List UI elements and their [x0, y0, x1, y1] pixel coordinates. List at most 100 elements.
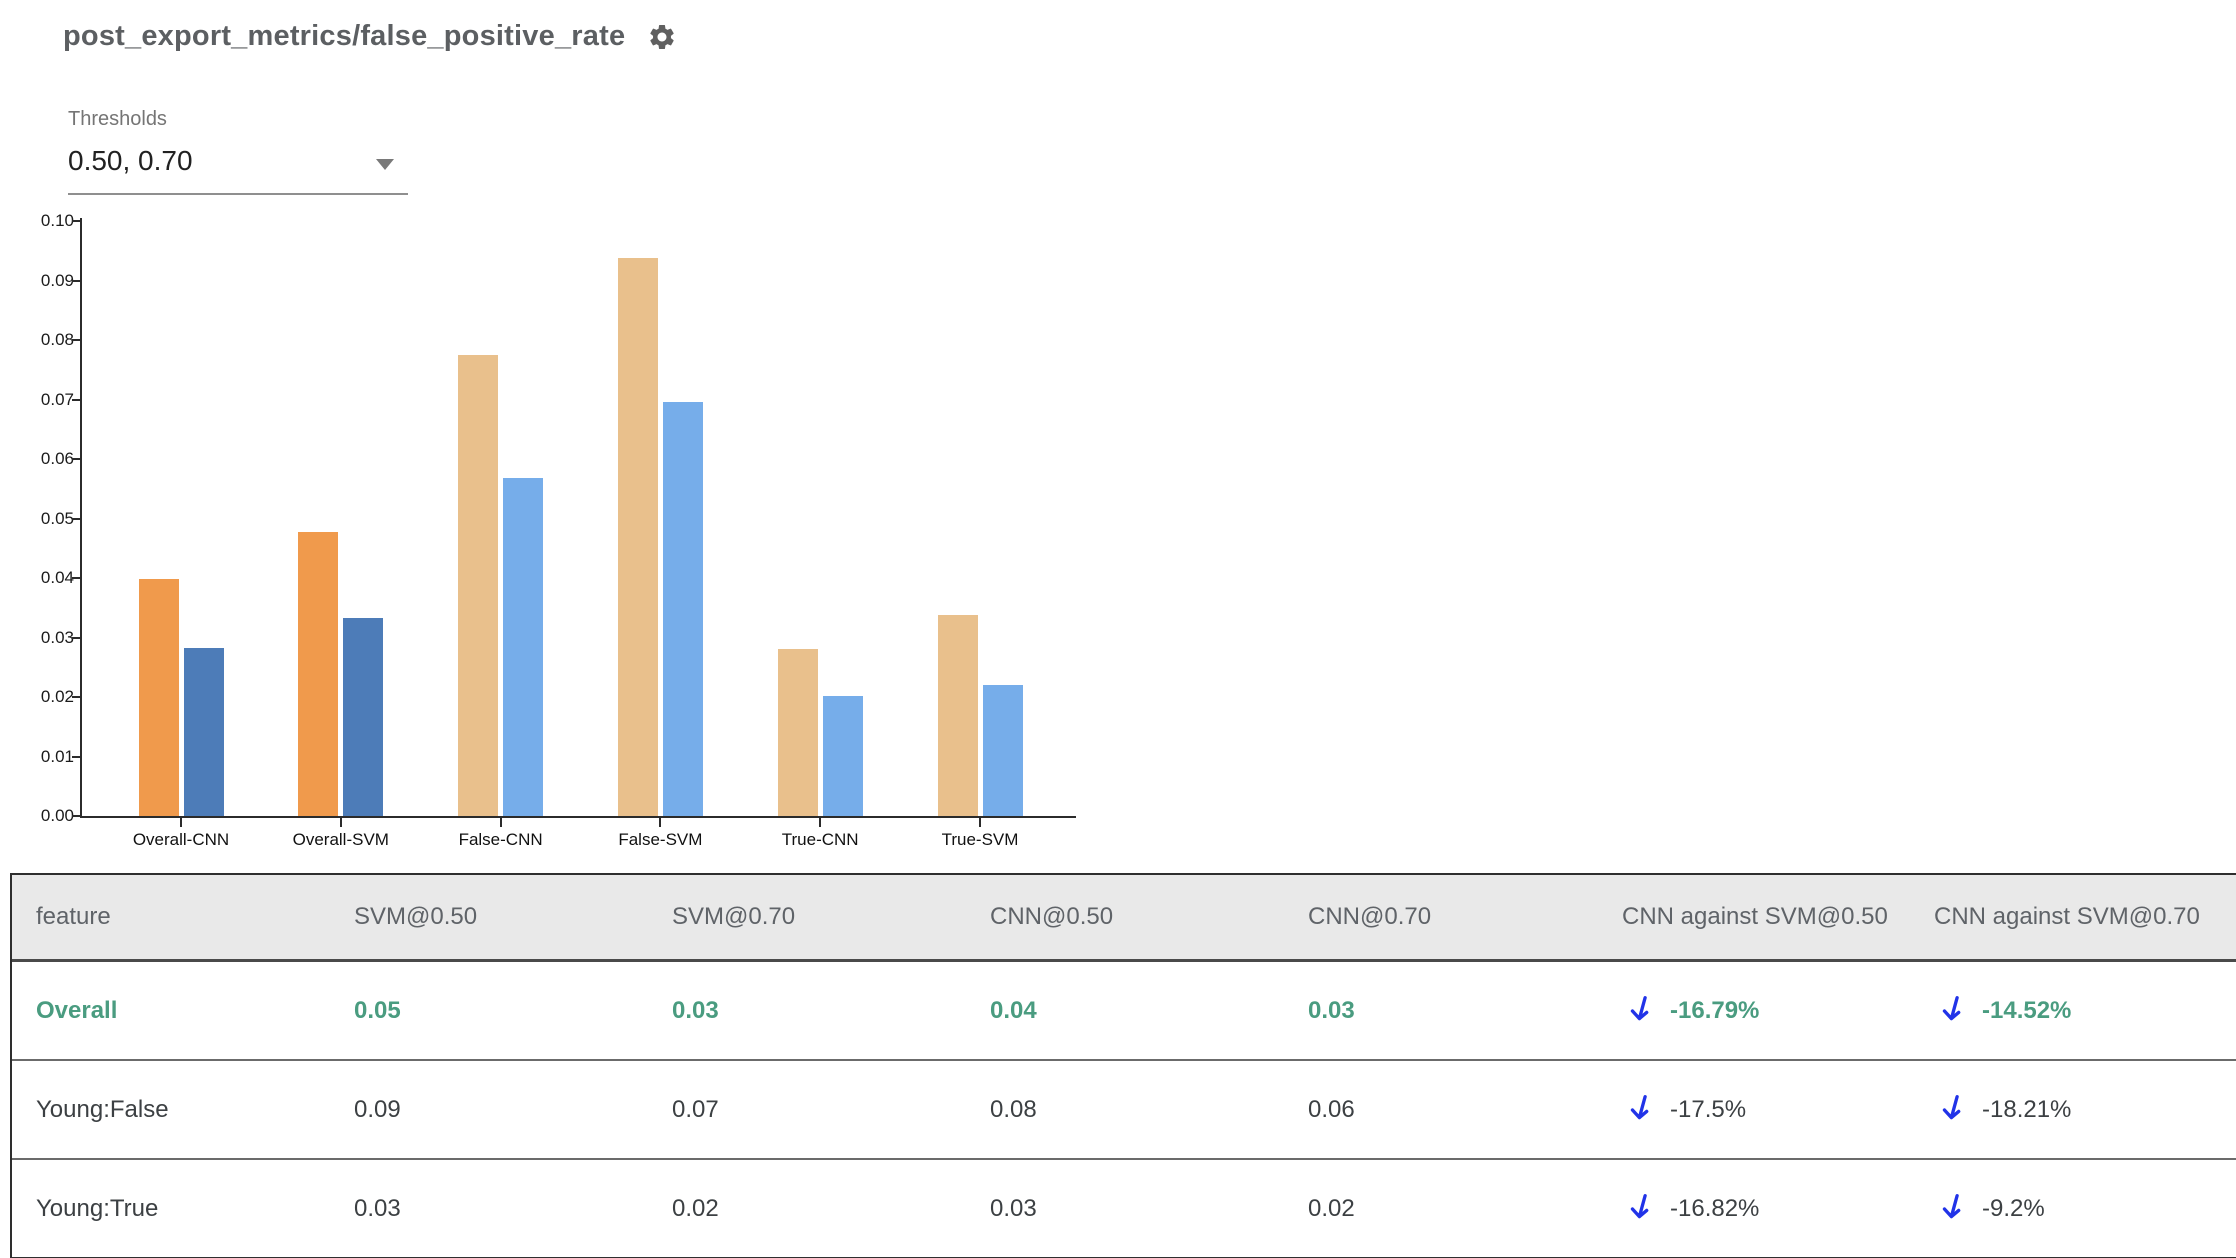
- y-axis-tick-mark: [72, 636, 80, 639]
- comparison-cell: -9.2%: [1934, 1190, 2045, 1228]
- arrow-down-icon: [1630, 1094, 1649, 1119]
- y-axis-tick-mark: [72, 458, 80, 460]
- bar-False-SVM-threshold0.50[interactable]: [617, 257, 658, 816]
- bar-False-CNN-threshold0.70[interactable]: [503, 478, 544, 816]
- metric-value: 0.03: [354, 1195, 401, 1222]
- y-axis-tick-mark: [72, 755, 80, 758]
- metric-value: 0.03: [990, 1195, 1037, 1222]
- y-axis-tick-mark: [72, 577, 80, 579]
- metric-value: 0.02: [672, 1195, 719, 1222]
- y-axis-tick-mark: [72, 220, 80, 222]
- arrow-down-icon: [1630, 1193, 1649, 1218]
- y-axis-tick-label: 0.06: [40, 449, 74, 468]
- x-axis-tick-mark: [180, 818, 182, 827]
- chevron-down-icon: [376, 159, 394, 170]
- bar-Overall-CNN-threshold0.70[interactable]: [183, 648, 224, 816]
- bar-Overall-SVM-threshold0.70[interactable]: [343, 618, 384, 816]
- thresholds-label: Thresholds: [68, 108, 167, 130]
- y-axis-tick-label: 0.10: [40, 211, 74, 230]
- column-header-svm-0-50: SVM@0.50: [354, 903, 478, 930]
- comparison-percent: -9.2%: [1982, 1194, 2045, 1222]
- thresholds-value: 0.50, 0.70: [68, 145, 193, 176]
- bar-True-SVM-threshold0.50[interactable]: [937, 615, 978, 816]
- column-header-cnn-0-50: CNN@0.50: [990, 903, 1114, 930]
- metric-value: 0.03: [672, 997, 719, 1024]
- metric-value: 0.07: [672, 1096, 719, 1123]
- metrics-table: feature SVM@0.50 SVM@0.70 CNN@0.50 CNN@0.70 C…: [10, 873, 2236, 1258]
- y-axis-tick-label: 0.05: [40, 508, 74, 528]
- x-axis-tick-label: True-CNN: [781, 830, 859, 849]
- y-axis-tick-label: 0.03: [40, 627, 74, 647]
- comparison-percent: -14.52%: [1982, 996, 2072, 1024]
- x-axis-tick-label: True-SVM: [941, 830, 1019, 849]
- y-axis-tick-label: 0.02: [40, 687, 74, 706]
- x-axis-tick-label: Overall-SVM: [292, 830, 389, 849]
- comparison-percent: -18.21%: [1982, 1095, 2072, 1123]
- bar-Overall-SVM-threshold0.50[interactable]: [298, 531, 339, 816]
- bar-Overall-CNN-threshold0.50[interactable]: [138, 579, 179, 816]
- table-row-young-true[interactable]: Young:True 0.03 0.02 0.03 0.02 -16.82% -9.2%: [12, 1160, 2236, 1257]
- feature-name: Young:True: [36, 1195, 159, 1222]
- bar-True-CNN-threshold0.50[interactable]: [777, 649, 818, 816]
- thresholds-select[interactable]: Thresholds 0.50, 0.70: [68, 108, 408, 195]
- bar-False-SVM-threshold0.70[interactable]: [662, 402, 703, 816]
- column-header-cnn-against-svm-0-50: CNN against SVM@0.50: [1622, 903, 1888, 930]
- y-axis-tick-mark: [72, 517, 80, 520]
- x-axis-tick-label: False-SVM: [618, 830, 703, 849]
- y-axis-tick-mark: [72, 696, 80, 698]
- comparison-cell: -18.21%: [1934, 1091, 2071, 1129]
- table-header-row: feature SVM@0.50 SVM@0.70 CNN@0.50 CNN@0.70 C…: [12, 875, 2236, 962]
- y-axis-tick-label: 0.07: [40, 389, 74, 409]
- arrow-down-icon: [1942, 1193, 1961, 1218]
- y-axis-tick-label: 0.00: [40, 806, 74, 825]
- y-axis-line: [80, 218, 82, 818]
- select-underline: [68, 193, 408, 195]
- comparison-cell: -16.79%: [1622, 992, 1759, 1030]
- metric-value: 0.04: [990, 997, 1037, 1024]
- x-axis-line: [80, 816, 1076, 818]
- x-axis-tick-label: False-CNN: [458, 830, 543, 849]
- arrow-down-icon: [1630, 995, 1649, 1020]
- y-axis-tick-label: 0.09: [40, 270, 74, 290]
- comparison-cell: -14.52%: [1934, 992, 2071, 1030]
- bar-True-CNN-threshold0.70[interactable]: [822, 696, 863, 816]
- comparison-cell: -16.82%: [1622, 1190, 1759, 1228]
- column-header-cnn-against-svm-0-70: CNN against SVM@0.70: [1934, 903, 2200, 930]
- comparison-percent: -16.79%: [1670, 996, 1760, 1024]
- x-axis-tick-mark: [819, 818, 822, 827]
- metric-value: 0.06: [1308, 1096, 1355, 1123]
- page-title: post_export_metrics/false_positive_rate: [63, 20, 626, 52]
- y-axis-tick-label: 0.01: [40, 746, 74, 766]
- metric-value: 0.05: [354, 997, 401, 1024]
- comparison-cell: -17.5%: [1622, 1091, 1746, 1129]
- panel-header: post_export_metrics/false_positive_rate: [63, 20, 677, 53]
- feature-name: Young:False: [36, 1096, 169, 1123]
- settings-button[interactable]: [647, 22, 677, 52]
- y-axis-tick-label: 0.04: [40, 568, 74, 587]
- table-row-young-false[interactable]: Young:False 0.09 0.07 0.08 0.06 -17.5% -18.21%: [12, 1061, 2236, 1160]
- gear-icon: [650, 24, 674, 49]
- comparison-percent: -16.82%: [1670, 1194, 1760, 1222]
- x-axis-tick-label: Overall-CNN: [132, 830, 230, 849]
- feature-name: Overall: [36, 997, 118, 1024]
- metric-value: 0.02: [1308, 1195, 1355, 1222]
- bar-False-CNN-threshold0.50[interactable]: [458, 355, 499, 816]
- y-axis-tick-mark: [72, 815, 80, 817]
- column-header-svm-0-70: SVM@0.70: [672, 903, 796, 930]
- y-axis-tick-label: 0.08: [40, 330, 74, 349]
- y-axis-tick-mark: [72, 279, 80, 282]
- column-header-feature: feature: [36, 903, 111, 930]
- comparison-percent: -17.5%: [1670, 1095, 1747, 1123]
- metric-value: 0.08: [990, 1096, 1037, 1123]
- bar-True-SVM-threshold0.70[interactable]: [982, 685, 1023, 816]
- x-axis-tick-mark: [979, 818, 981, 827]
- x-axis-tick-mark: [339, 818, 342, 827]
- x-axis-tick-mark: [499, 818, 502, 827]
- x-axis-tick-mark: [659, 818, 662, 827]
- arrow-down-icon: [1942, 1094, 1961, 1119]
- table-row-overall[interactable]: Overall 0.05 0.03 0.04 0.03 -16.79% -14.52%: [12, 962, 2236, 1061]
- metric-value: 0.09: [354, 1096, 401, 1123]
- y-axis-tick-mark: [72, 339, 80, 341]
- column-header-cnn-0-70: CNN@0.70: [1308, 903, 1432, 930]
